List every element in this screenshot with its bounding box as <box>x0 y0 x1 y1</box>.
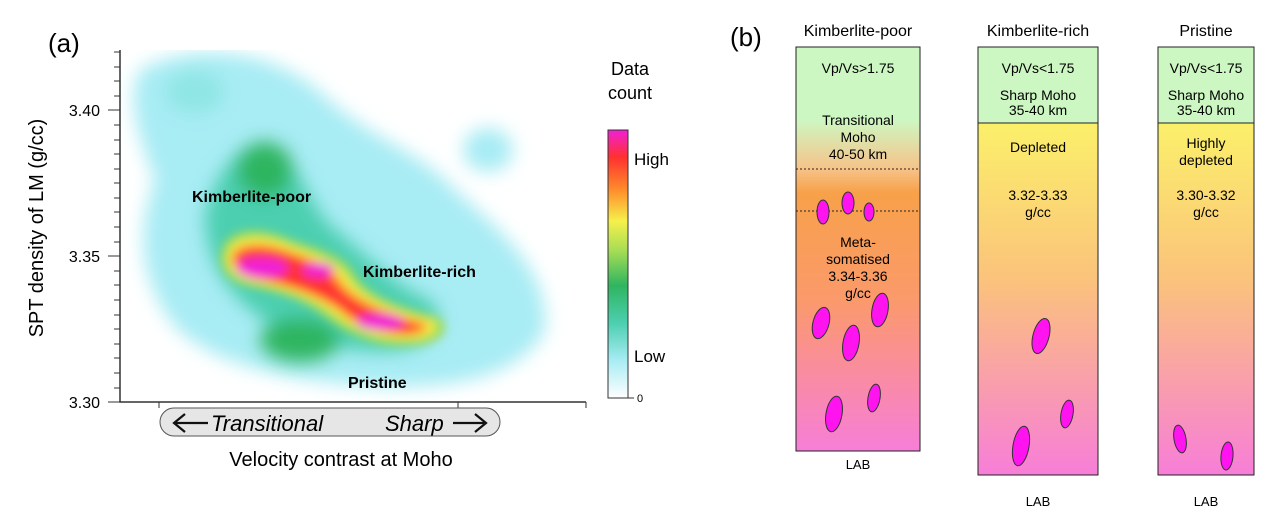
moho-line: 40-50 km <box>829 146 887 162</box>
mantle-line: g/cc <box>1193 204 1219 220</box>
arrow-label-sharp: Sharp <box>385 411 444 436</box>
mantle-line: depleted <box>1179 152 1233 168</box>
y-tick-label: 3.35 <box>69 249 100 266</box>
heatmap <box>133 52 546 387</box>
colorbar-title-line1: Data <box>611 59 650 79</box>
column-pristine: Pristine Vp/Vs<1.75 Sharp Moho 35-40 km … <box>1157 23 1255 509</box>
kimberlite-body <box>1011 425 1031 467</box>
column-title: Kimberlite-rich <box>987 23 1089 40</box>
kimberlite-body <box>816 199 830 225</box>
y-axis-title: SPT density of LM (g/cc) <box>26 119 48 338</box>
mantle-line: Depleted <box>1010 139 1066 155</box>
column-title: Kimberlite-poor <box>804 23 913 40</box>
crust-box <box>1157 46 1255 124</box>
y-tick-label: 3.30 <box>69 395 100 412</box>
colorbar: Data count High Low 0 <box>607 59 669 405</box>
kimberlite-body <box>867 383 881 413</box>
colorbar-title-line2: count <box>608 83 652 103</box>
lab-label: LAB <box>846 457 871 472</box>
x-axis-arrow: Transitional Sharp <box>159 407 501 437</box>
kimberlite-body <box>1173 424 1187 454</box>
mantle-line: 3.30-3.32 <box>1176 187 1235 203</box>
colorbar-low-label: Low <box>634 347 666 366</box>
column-kimberlite-poor: Kimberlite-poor Vp/Vs>1.75 Transitional … <box>795 23 921 472</box>
column-box <box>795 46 921 452</box>
colorbar-gradient <box>607 129 629 399</box>
kimberlite-body <box>871 292 889 328</box>
mantle-line: g/cc <box>1025 204 1051 220</box>
lab-label: LAB <box>1026 494 1051 509</box>
mantle-line: Meta- <box>840 234 876 250</box>
colorbar-high-label: High <box>634 150 669 169</box>
moho-line: 35-40 km <box>1177 102 1235 118</box>
kimberlite-body <box>842 324 860 362</box>
x-axis-title: Velocity contrast at Moho <box>229 449 452 471</box>
y-tick-label: 3.40 <box>69 103 100 120</box>
moho-line: 35-40 km <box>1009 102 1067 118</box>
mantle-line: 3.32-3.33 <box>1008 187 1067 203</box>
vp-vs-ratio: Vp/Vs<1.75 <box>1002 60 1075 76</box>
panel-b-label: (b) <box>730 22 762 52</box>
kimberlite-body <box>863 202 875 222</box>
region-label-pristine: Pristine <box>348 375 407 392</box>
y-axis-ticks <box>108 51 120 403</box>
lab-label: LAB <box>1194 494 1219 509</box>
moho-line: Sharp Moho <box>1000 87 1076 103</box>
kimberlite-bodies <box>1011 317 1074 467</box>
region-label-kimberlite-poor: Kimberlite-poor <box>192 189 311 206</box>
left-arrowhead-icon <box>172 413 186 433</box>
mantle-box <box>977 122 1099 476</box>
kimberlite-body <box>841 191 855 215</box>
moho-line: Sharp Moho <box>1168 87 1244 103</box>
vp-vs-ratio: Vp/Vs<1.75 <box>1170 60 1243 76</box>
heatmap-low-density <box>133 52 546 387</box>
kimberlite-bodies <box>811 191 889 433</box>
crust-box <box>977 46 1099 124</box>
column-kimberlite-rich: Kimberlite-rich Vp/Vs<1.75 Sharp Moho 35… <box>977 23 1099 509</box>
right-arrowhead-icon <box>474 413 488 433</box>
heatmap-high-density <box>220 230 445 346</box>
mantle-line: Highly <box>1187 135 1226 151</box>
column-title: Pristine <box>1179 23 1232 40</box>
kimberlite-body <box>1220 441 1234 471</box>
kimberlite-body <box>1060 399 1074 429</box>
moho-line: Transitional <box>822 112 894 128</box>
kimberlite-body <box>825 395 843 433</box>
mantle-line: 3.34-3.36 <box>828 268 887 284</box>
arrow-pill <box>159 407 501 437</box>
mantle-box <box>1157 122 1255 476</box>
mantle-line: somatised <box>826 251 890 267</box>
moho-line: Moho <box>840 129 875 145</box>
arrow-label-transitional: Transitional <box>211 411 324 436</box>
region-label-kimberlite-rich: Kimberlite-rich <box>363 264 476 281</box>
kimberlite-bodies <box>1173 424 1234 471</box>
mantle-line: g/cc <box>845 285 871 301</box>
x-axis-ticks <box>158 402 587 408</box>
colorbar-zero-label: 0 <box>637 393 643 405</box>
kimberlite-body <box>1031 317 1051 355</box>
kimberlite-body <box>811 306 831 340</box>
vp-vs-ratio: Vp/Vs>1.75 <box>822 60 895 76</box>
panel-a-label: (a) <box>48 28 80 58</box>
